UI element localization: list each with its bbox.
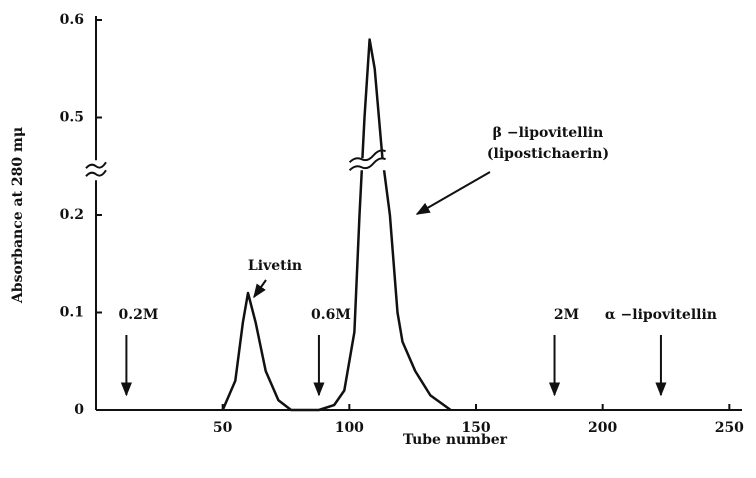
line-break [348,149,387,171]
y-tick-label: 0.2 [60,207,84,223]
x-tick-label: 150 [461,420,490,436]
axis-break [85,161,107,177]
x-tick-label: 100 [335,420,364,436]
annotation-label: 0.6M [311,307,351,323]
line-break-gap [353,158,386,171]
x-tick-label: 50 [213,420,233,436]
y-tick-label: 0.1 [60,305,84,321]
annotation-arrow [415,171,491,215]
annotation-arrow [253,279,267,299]
y-tick-label: 0.6 [60,12,84,28]
annotation-label: 2M [554,307,579,323]
data-line [221,38,452,412]
x-tick-label: 250 [715,420,744,436]
y-tick-label: 0.5 [60,110,84,126]
y-axis-label: Absorbance at 280 mμ [10,127,26,304]
annotation-label: α −lipovitellin [605,307,717,323]
peak-label: β −lipovitellin [493,125,604,141]
peak-label: (lipostichaerin) [487,146,609,162]
peak-label: Livetin [248,258,302,274]
x-tick-label: 200 [588,420,617,436]
x-axis-label: Tube number [403,432,508,448]
annotation-label: 0.2M [118,307,158,323]
y-tick-label: 0 [74,402,84,418]
